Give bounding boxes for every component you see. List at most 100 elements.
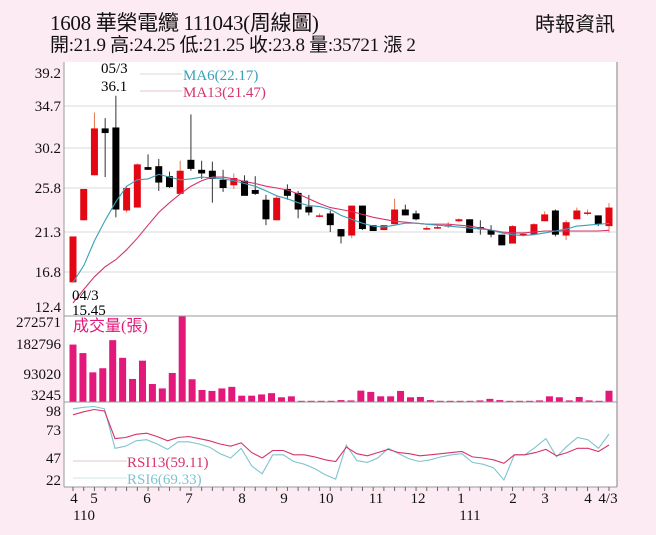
candle bbox=[165, 176, 173, 188]
low-date-annotation: 04/3 bbox=[72, 288, 99, 304]
candle bbox=[69, 236, 77, 283]
volume-bar bbox=[367, 391, 375, 402]
candle bbox=[208, 170, 216, 179]
volume-bar bbox=[158, 388, 166, 402]
rsi13-line bbox=[72, 408, 610, 464]
rsi-axis-label: 47 bbox=[46, 451, 62, 467]
rsi13-legend: RSI13(59.11) bbox=[127, 455, 209, 471]
candle bbox=[144, 167, 152, 170]
volume-bar bbox=[466, 400, 474, 402]
candle bbox=[251, 189, 259, 194]
candle bbox=[90, 128, 98, 176]
x-axis-label: 6 bbox=[143, 491, 151, 507]
volume-bar bbox=[119, 357, 127, 402]
candle bbox=[412, 213, 420, 220]
volume-bar bbox=[416, 396, 424, 402]
candle bbox=[219, 179, 227, 188]
x-axis-label: 4/3 bbox=[598, 491, 617, 507]
price-summary: 開:21.9 高:24.25 低:21.25 收:23.8 量:35721 漲 … bbox=[50, 35, 416, 56]
candle bbox=[594, 215, 602, 225]
volume-bar bbox=[109, 340, 117, 402]
volume-bar bbox=[397, 390, 405, 402]
candle bbox=[519, 233, 527, 236]
candle bbox=[187, 159, 195, 169]
candle bbox=[498, 234, 506, 246]
volume-bar bbox=[69, 344, 77, 402]
volume-bar bbox=[129, 378, 137, 402]
candle bbox=[198, 169, 206, 174]
volume-bar bbox=[148, 384, 156, 402]
x-axis-label: 2 bbox=[509, 491, 517, 507]
rsi-axis-label: 73 bbox=[46, 423, 61, 439]
candle bbox=[487, 230, 495, 235]
candle bbox=[112, 127, 120, 210]
volume-bar bbox=[79, 353, 87, 402]
high-date-annotation: 05/3 bbox=[101, 61, 128, 77]
high-value-annotation: 36.1 bbox=[101, 79, 127, 95]
volume-bar bbox=[585, 400, 593, 402]
volume-bar bbox=[347, 400, 355, 402]
candle bbox=[358, 205, 366, 230]
price-axis-label: 25.8 bbox=[35, 181, 61, 197]
volume-bar bbox=[565, 400, 573, 402]
candle bbox=[433, 227, 441, 229]
volume-bar bbox=[426, 400, 434, 402]
candle bbox=[294, 192, 302, 210]
volume-bar bbox=[99, 368, 107, 402]
volume-bar bbox=[526, 400, 534, 402]
volume-bar bbox=[545, 396, 553, 402]
rsi6-legend: RSI6(69.33) bbox=[127, 472, 202, 488]
candle bbox=[541, 214, 549, 222]
volume-bar bbox=[476, 400, 484, 402]
candle bbox=[348, 205, 356, 236]
candle bbox=[230, 178, 238, 186]
volume-bars bbox=[69, 316, 613, 402]
candle bbox=[391, 209, 399, 225]
candle bbox=[401, 209, 409, 216]
candlesticks bbox=[69, 95, 613, 283]
volume-bar bbox=[327, 400, 335, 402]
volume-bar bbox=[337, 400, 345, 402]
x-axis-label: 1 bbox=[457, 491, 465, 507]
volume-bar bbox=[317, 400, 325, 402]
candle bbox=[80, 188, 88, 221]
ma6-legend: MA6(22.17) bbox=[183, 68, 258, 84]
candle bbox=[123, 188, 131, 211]
volume-bar bbox=[277, 397, 285, 402]
ma13-line bbox=[72, 176, 610, 304]
volume-axis-label: 182796 bbox=[16, 337, 62, 353]
volume-bar bbox=[89, 372, 97, 402]
volume-bar bbox=[238, 395, 246, 402]
candle bbox=[551, 210, 559, 235]
volume-bar bbox=[486, 398, 494, 402]
candle bbox=[101, 128, 109, 134]
volume-bar bbox=[208, 390, 216, 402]
low-value-annotation: 15.45 bbox=[72, 303, 106, 319]
volume-bar bbox=[595, 400, 603, 402]
volume-axis-label: 272571 bbox=[16, 315, 61, 331]
price-axis-label: 30.2 bbox=[35, 141, 61, 157]
year-label: 111 bbox=[459, 508, 480, 524]
price-axis-label: 21.3 bbox=[35, 225, 61, 241]
candle bbox=[573, 210, 581, 220]
chart-title: 1608 華榮電纜 111043(周線圖) bbox=[50, 11, 319, 35]
x-axis-label: 10 bbox=[319, 491, 334, 507]
candle bbox=[455, 219, 463, 222]
price-panel bbox=[64, 62, 617, 316]
volume-bar bbox=[297, 400, 305, 402]
volume-axis-label: 3245 bbox=[31, 388, 61, 404]
price-axis-label: 39.2 bbox=[35, 66, 61, 82]
x-axis-label: 12 bbox=[411, 491, 426, 507]
year-label: 110 bbox=[73, 508, 95, 524]
candle bbox=[423, 228, 431, 230]
volume-bar bbox=[605, 390, 613, 402]
candle bbox=[262, 199, 270, 220]
volume-bar bbox=[357, 390, 365, 402]
volume-bar bbox=[555, 397, 563, 402]
candle bbox=[584, 212, 592, 214]
volume-bar bbox=[198, 390, 206, 402]
volume-bar bbox=[377, 396, 385, 402]
volume-bar bbox=[516, 400, 524, 402]
candle bbox=[176, 170, 184, 194]
